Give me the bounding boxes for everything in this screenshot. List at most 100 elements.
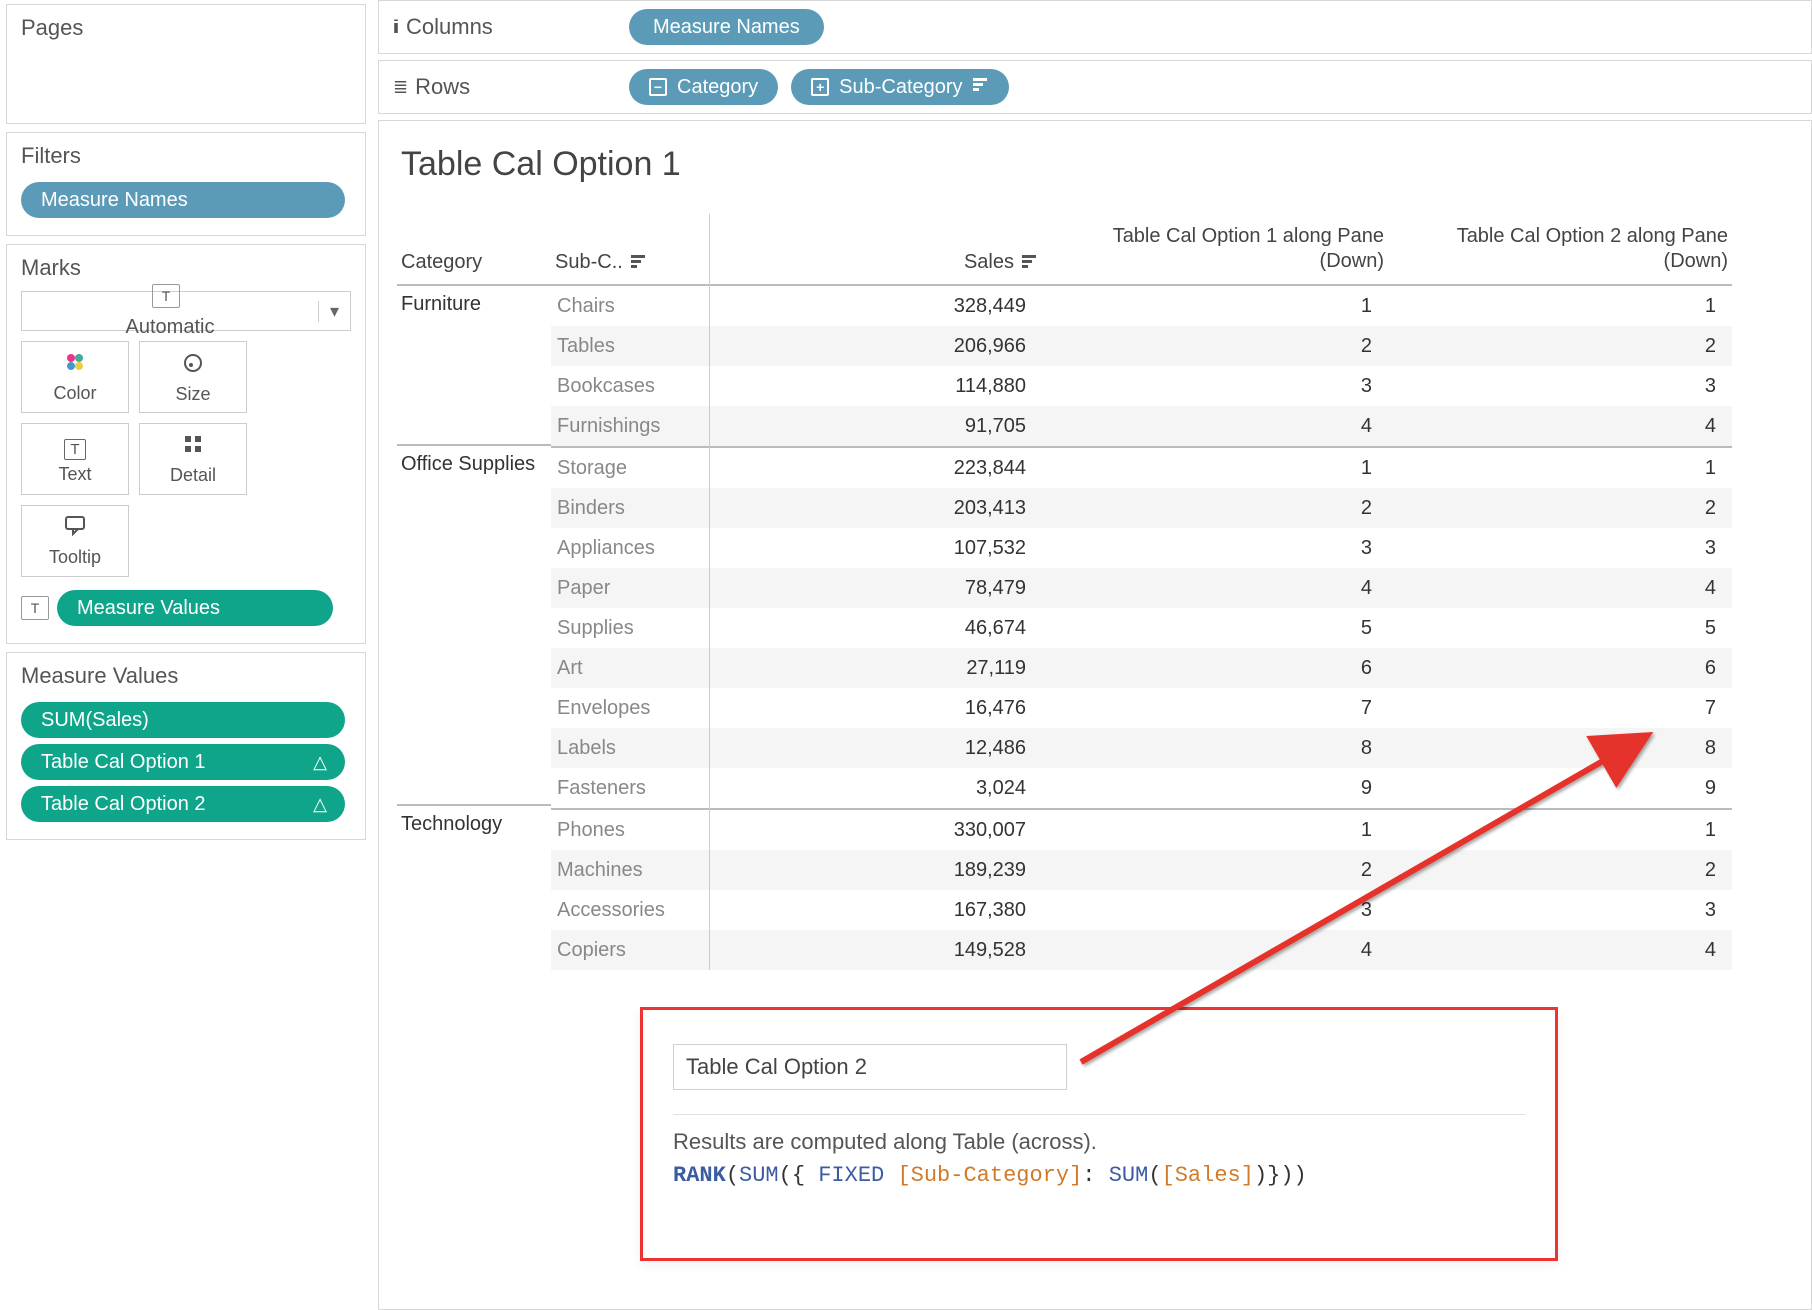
rank1-cell[interactable]: 3 [1042,528,1388,568]
subcategory-cell[interactable]: Fasteners [551,768,709,808]
pages-shelf[interactable]: Pages [6,4,366,124]
header-category[interactable]: Category [397,214,551,286]
columns-shelf[interactable]: iii Columns Measure Names [378,0,1812,54]
subcategory-cell[interactable]: Binders [551,488,709,528]
subcategory-cell[interactable]: Storage [551,448,709,488]
mark-button-text[interactable]: TText [21,423,129,495]
sales-cell[interactable]: 78,479 [710,568,1042,608]
subcategory-cell[interactable]: Chairs [551,286,709,326]
rank1-cell[interactable]: 1 [1042,810,1388,850]
sales-cell[interactable]: 12,486 [710,728,1042,768]
rank1-cell[interactable]: 4 [1042,406,1388,446]
rank2-cell[interactable]: 6 [1388,648,1732,688]
mark-button-detail[interactable]: Detail [139,423,247,495]
rows-icon: ≣ [393,77,405,98]
rank2-cell[interactable]: 3 [1388,366,1732,406]
sales-cell[interactable]: 167,380 [710,890,1042,930]
rank2-cell[interactable]: 1 [1388,448,1732,488]
rank1-cell[interactable]: 2 [1042,850,1388,890]
sales-cell[interactable]: 330,007 [710,810,1042,850]
subcategory-cell[interactable]: Machines [551,850,709,890]
subcategory-cell[interactable]: Copiers [551,930,709,970]
rank2-cell[interactable]: 7 [1388,688,1732,728]
column-pill[interactable]: Measure Names [629,9,824,45]
rank2-cell[interactable]: 9 [1388,768,1732,808]
sales-cell[interactable]: 3,024 [710,768,1042,808]
rank2-cell[interactable]: 2 [1388,850,1732,890]
sales-cell[interactable]: 223,844 [710,448,1042,488]
measure-value-pill[interactable]: Table Cal Option 1△ [21,744,345,780]
rank1-cell[interactable]: 6 [1042,648,1388,688]
subcategory-cell[interactable]: Phones [551,810,709,850]
measure-value-pill[interactable]: SUM(Sales) [21,702,345,738]
rank2-cell[interactable]: 4 [1388,930,1732,970]
rank1-cell[interactable]: 2 [1042,488,1388,528]
mark-button-color[interactable]: Color [21,341,129,413]
subcategory-cell[interactable]: Supplies [551,608,709,648]
category-cell[interactable]: Technology [397,806,551,966]
rank1-cell[interactable]: 4 [1042,568,1388,608]
sales-cell[interactable]: 328,449 [710,286,1042,326]
header-rank2[interactable]: Table Cal Option 2 along Pane (Down) [1388,214,1732,286]
mark-button-tooltip[interactable]: Tooltip [21,505,129,577]
calc-formula[interactable]: RANK(SUM({ FIXED [Sub-Category]: SUM([Sa… [673,1163,1525,1188]
subcategory-cell[interactable]: Envelopes [551,688,709,728]
sales-cell[interactable]: 206,966 [710,326,1042,366]
rank2-cell[interactable]: 8 [1388,728,1732,768]
rank1-cell[interactable]: 7 [1042,688,1388,728]
rank1-cell[interactable]: 5 [1042,608,1388,648]
marks-type-dropdown[interactable]: T Automatic ▾ [21,291,351,331]
sales-cell[interactable]: 114,880 [710,366,1042,406]
header-subcategory[interactable]: Sub-C.. [551,214,709,286]
sales-cell[interactable]: 27,119 [710,648,1042,688]
rank2-cell[interactable]: 5 [1388,608,1732,648]
rank1-cell[interactable]: 1 [1042,448,1388,488]
category-cell[interactable]: Furniture [397,286,551,446]
sales-cell[interactable]: 91,705 [710,406,1042,446]
sales-cell[interactable]: 203,413 [710,488,1042,528]
subcategory-cell[interactable]: Art [551,648,709,688]
subcategory-cell[interactable]: Accessories [551,890,709,930]
rank1-cell[interactable]: 3 [1042,366,1388,406]
sales-cell[interactable]: 149,528 [710,930,1042,970]
sales-cell[interactable]: 16,476 [710,688,1042,728]
filters-shelf[interactable]: Filters Measure Names [6,132,366,236]
rank1-cell[interactable]: 8 [1042,728,1388,768]
rank1-cell[interactable]: 1 [1042,286,1388,326]
sheet-title[interactable]: Table Cal Option 1 [397,145,1793,184]
rank2-cell[interactable]: 3 [1388,528,1732,568]
row-pill[interactable]: −Category [629,69,778,105]
rank1-cell[interactable]: 4 [1042,930,1388,970]
rank1-cell[interactable]: 9 [1042,768,1388,808]
marks-pill-measure-values[interactable]: Measure Values [57,590,333,626]
rows-shelf[interactable]: ≣ Rows −Category+Sub-Category [378,60,1812,114]
rank2-cell[interactable]: 3 [1388,890,1732,930]
subcategory-cell[interactable]: Labels [551,728,709,768]
rank2-cell[interactable]: 1 [1388,810,1732,850]
rank2-cell[interactable]: 1 [1388,286,1732,326]
rank2-cell[interactable]: 2 [1388,488,1732,528]
rank2-cell[interactable]: 4 [1388,568,1732,608]
subcategory-cell[interactable]: Tables [551,326,709,366]
measure-value-pill[interactable]: Table Cal Option 2△ [21,786,345,822]
row-pill[interactable]: +Sub-Category [791,69,1008,105]
sales-cell[interactable]: 46,674 [710,608,1042,648]
filter-pill-measure-names[interactable]: Measure Names [21,182,345,218]
rank1-cell[interactable]: 3 [1042,890,1388,930]
header-rank1[interactable]: Table Cal Option 1 along Pane (Down) [1042,214,1388,286]
rank2-cell[interactable]: 2 [1388,326,1732,366]
category-cell[interactable]: Office Supplies [397,446,551,806]
sales-cell[interactable]: 107,532 [710,528,1042,568]
sales-cell[interactable]: 189,239 [710,850,1042,890]
subcategory-cell[interactable]: Paper [551,568,709,608]
rank1-cell[interactable]: 2 [1042,326,1388,366]
mark-button-size[interactable]: Size [139,341,247,413]
calc-name-input[interactable] [673,1044,1067,1090]
measure-values-shelf[interactable]: Measure Values SUM(Sales)Table Cal Optio… [6,652,366,840]
header-sales[interactable]: Sales [710,214,1042,286]
calc-editor[interactable]: Results are computed along Table (across… [640,1007,1558,1261]
rank2-cell[interactable]: 4 [1388,406,1732,446]
subcategory-cell[interactable]: Appliances [551,528,709,568]
subcategory-cell[interactable]: Furnishings [551,406,709,446]
subcategory-cell[interactable]: Bookcases [551,366,709,406]
